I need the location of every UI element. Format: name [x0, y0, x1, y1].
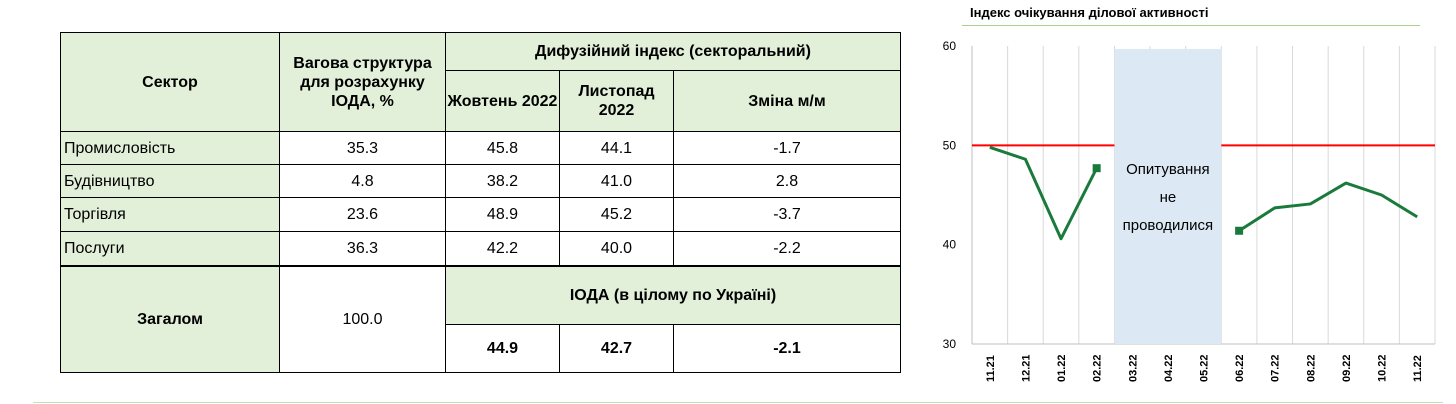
row-change: 2.8 — [673, 164, 901, 198]
x-axis: 11.21 12.21 01.22 02.22 03.22 04.22 05.22 06.22… — [985, 354, 1424, 382]
series-line — [989, 145, 1098, 241]
total-label: Загалом — [60, 265, 280, 373]
x-tick-label: 07.22 — [1270, 354, 1282, 382]
series-line — [1238, 181, 1418, 233]
row-oct: 45.8 — [445, 131, 560, 165]
x-tick-label: 02.22 — [1092, 354, 1104, 382]
row-sector: Торгівля — [60, 197, 280, 232]
line-chart: 30 40 50 60 11.21 12.21 01.22 02.22 03.22 04.22 0… — [943, 39, 1436, 382]
x-tick-label: 05.22 — [1199, 354, 1211, 382]
annotation-text: Опитування — [1126, 161, 1210, 178]
row-nov: 41.0 — [559, 164, 674, 198]
x-tick-label: 09.22 — [1341, 354, 1353, 382]
table-row: Торгівля 23.6 48.9 45.2 -3.7 — [60, 197, 901, 232]
row-weight: 36.3 — [279, 231, 446, 267]
row-oct: 48.9 — [445, 197, 560, 232]
row-nov: 44.1 — [559, 131, 674, 165]
row-change: -3.7 — [673, 197, 901, 232]
x-tick-label: 12.21 — [1020, 354, 1032, 382]
total-oct: 44.9 — [445, 324, 560, 373]
x-tick-label: 06.22 — [1234, 354, 1246, 382]
gap-annotation: Опитування не проводилися — [1123, 161, 1214, 234]
annotation-text: не — [1160, 189, 1177, 206]
annotation-text: проводилися — [1123, 217, 1214, 234]
x-tick-label: 08.22 — [1305, 354, 1317, 382]
y-axis: 30 40 50 60 — [943, 39, 957, 351]
ioda-label: ІОДА (в цілому по Україні) — [445, 265, 901, 325]
row-weight: 23.6 — [279, 197, 446, 232]
row-sector: Промисловість — [60, 131, 280, 165]
header-oct: Жовтень 2022 — [445, 70, 560, 132]
x-tick-label: 10.22 — [1377, 354, 1389, 382]
x-tick-label: 01.22 — [1056, 354, 1068, 382]
bottom-divider — [33, 402, 1443, 403]
row-sector: Послуги — [60, 231, 280, 267]
header-weight: Вагова структура для розрахунку ІОДА, % — [279, 32, 446, 132]
total-nov: 42.7 — [559, 324, 674, 373]
series — [989, 144, 1435, 241]
x-tick-label: 11.22 — [1412, 355, 1424, 382]
survey-gap-shade — [1114, 49, 1222, 344]
x-tick-label: 03.22 — [1127, 354, 1139, 382]
row-change: -2.2 — [673, 231, 901, 267]
header-sector: Сектор — [60, 32, 280, 132]
sector-table: Сектор Вагова структура для розрахунку І… — [60, 32, 901, 373]
x-tick-label: 04.22 — [1163, 354, 1175, 382]
table-row: Промисловість 35.3 45.8 44.1 -1.7 — [60, 131, 901, 165]
row-nov: 40.0 — [559, 231, 674, 267]
x-tick-label: 11.21 — [985, 355, 997, 382]
title-divider — [962, 25, 1420, 26]
header-change: Зміна м/м — [673, 70, 901, 132]
total-change: -2.1 — [673, 324, 901, 373]
table-row: Будівництво 4.8 38.2 41.0 2.8 — [60, 164, 901, 198]
y-tick-label: 60 — [943, 39, 957, 53]
row-weight: 4.8 — [279, 164, 446, 198]
header-nov: Листопад 2022 — [559, 70, 674, 132]
row-oct: 42.2 — [445, 231, 560, 267]
total-weight: 100.0 — [279, 265, 446, 373]
header-diffusion: Дифузійний індекс (секторальний) — [445, 32, 901, 71]
y-tick-label: 50 — [943, 138, 957, 152]
row-change: -1.7 — [673, 131, 901, 165]
table-row: Послуги 36.3 42.2 40.0 -2.2 — [60, 231, 901, 267]
data-point-marker — [1235, 226, 1244, 235]
row-weight: 35.3 — [279, 131, 446, 165]
y-tick-label: 30 — [943, 337, 957, 351]
y-tick-label: 40 — [943, 238, 957, 252]
row-sector: Будівництво — [60, 164, 280, 198]
row-oct: 38.2 — [445, 164, 560, 198]
row-nov: 45.2 — [559, 197, 674, 232]
data-point-marker — [1092, 164, 1101, 173]
chart-title: Індекс очікування ділової активності — [970, 5, 1209, 20]
